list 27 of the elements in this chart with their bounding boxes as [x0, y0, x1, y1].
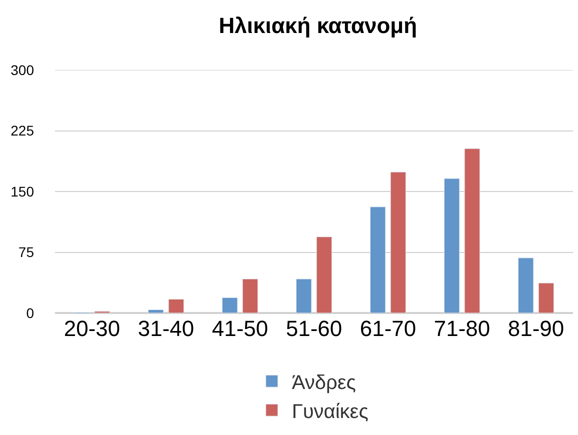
- bar: [444, 178, 460, 313]
- bar: [168, 298, 184, 313]
- bar: [316, 236, 332, 313]
- chart-title: Ηλικιακή κατανομή: [218, 12, 418, 38]
- y-tick-label: 225: [10, 122, 34, 139]
- bar: [464, 148, 480, 313]
- bar: [148, 310, 164, 313]
- x-tick-label: 51-60: [286, 316, 342, 341]
- y-tick-label: 75: [18, 244, 34, 260]
- legend-label: Γυναίκες: [292, 400, 369, 423]
- bar: [242, 278, 258, 313]
- x-tick-label: 41-50: [212, 316, 268, 341]
- bar: [370, 206, 386, 313]
- y-tick-label: 300: [10, 62, 34, 78]
- bar: [518, 258, 534, 313]
- x-tick-label: 81-90: [508, 316, 564, 341]
- y-tick-label: 0: [26, 304, 34, 321]
- x-tick-label: 71-80: [434, 316, 490, 341]
- y-tick-label: 150: [10, 183, 34, 200]
- x-tick-label: 31-40: [138, 316, 194, 341]
- bar: [390, 172, 406, 313]
- legend-label: Άνδρες: [292, 372, 356, 394]
- x-tick-label: 20-30: [64, 316, 120, 341]
- bar: [222, 297, 238, 313]
- x-tick-label: 61-70: [360, 316, 416, 341]
- bar: [538, 282, 554, 313]
- bar: [296, 278, 312, 313]
